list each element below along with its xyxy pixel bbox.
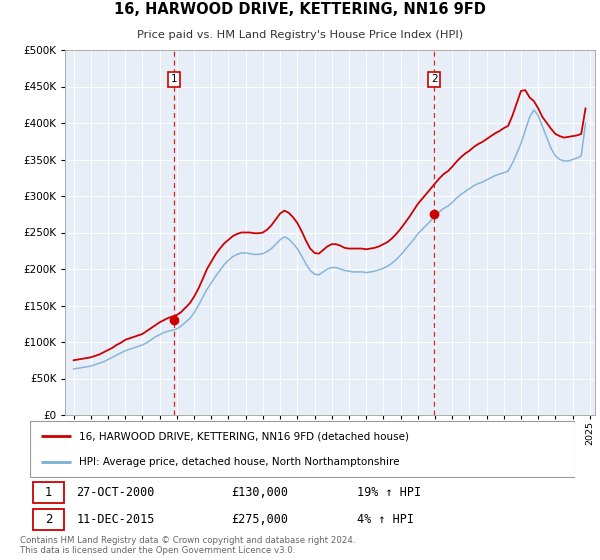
Text: 19% ↑ HPI: 19% ↑ HPI [357, 486, 421, 498]
Text: 4% ↑ HPI: 4% ↑ HPI [357, 513, 414, 526]
FancyBboxPatch shape [30, 421, 575, 477]
Text: 1: 1 [45, 486, 52, 498]
FancyBboxPatch shape [33, 509, 64, 530]
Text: 16, HARWOOD DRIVE, KETTERING, NN16 9FD (detached house): 16, HARWOOD DRIVE, KETTERING, NN16 9FD (… [79, 431, 409, 441]
Text: 2: 2 [45, 513, 52, 526]
Text: 2: 2 [431, 74, 437, 84]
Text: 27-OCT-2000: 27-OCT-2000 [76, 486, 155, 498]
Text: HPI: Average price, detached house, North Northamptonshire: HPI: Average price, detached house, Nort… [79, 457, 400, 466]
FancyBboxPatch shape [33, 482, 64, 502]
Text: Contains HM Land Registry data © Crown copyright and database right 2024.
This d: Contains HM Land Registry data © Crown c… [20, 536, 355, 556]
Text: 1: 1 [170, 74, 177, 84]
Text: £130,000: £130,000 [232, 486, 289, 498]
Text: Price paid vs. HM Land Registry's House Price Index (HPI): Price paid vs. HM Land Registry's House … [137, 30, 463, 40]
Text: 16, HARWOOD DRIVE, KETTERING, NN16 9FD: 16, HARWOOD DRIVE, KETTERING, NN16 9FD [114, 2, 486, 17]
Text: 11-DEC-2015: 11-DEC-2015 [76, 513, 155, 526]
Text: £275,000: £275,000 [232, 513, 289, 526]
